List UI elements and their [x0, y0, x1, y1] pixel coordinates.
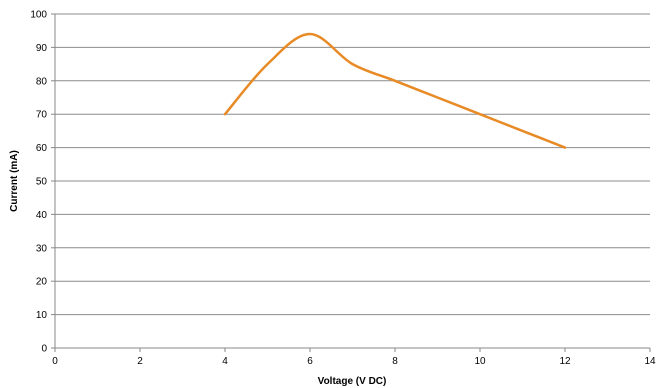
x-tick-label: 6 — [307, 356, 313, 367]
y-tick-label: 30 — [36, 243, 48, 254]
y-tick-label: 80 — [36, 76, 48, 87]
series-line-0 — [223, 32, 567, 149]
series-group — [223, 32, 567, 149]
x-tick-label: 0 — [52, 356, 58, 367]
x-tick-label: 8 — [392, 356, 398, 367]
x-tick-label: 14 — [644, 356, 656, 367]
y-tick-labels: 0 10 20 30 40 50 60 70 80 90 100 — [30, 10, 55, 355]
y-axis-title: Current (mA) — [9, 150, 20, 212]
y-tick-label: 70 — [36, 110, 48, 121]
y-tick-label: 0 — [41, 344, 47, 355]
gridlines — [55, 13, 650, 316]
y-tick-label: 90 — [36, 43, 48, 54]
y-tick-label: 100 — [30, 10, 47, 21]
y-tick-label: 50 — [36, 177, 48, 188]
x-tick-labels: 0 2 4 6 8 10 12 14 — [52, 348, 656, 367]
x-tick-label: 10 — [474, 356, 486, 367]
x-tick-label: 2 — [137, 356, 143, 367]
y-tick-label: 60 — [36, 143, 48, 154]
y-tick-label: 40 — [36, 210, 48, 221]
x-tick-label: 4 — [222, 356, 228, 367]
x-axis-title: Voltage (V DC) — [318, 376, 387, 387]
y-tick-label: 10 — [36, 310, 48, 321]
x-tick-label: 12 — [559, 356, 571, 367]
y-tick-label: 20 — [36, 277, 48, 288]
